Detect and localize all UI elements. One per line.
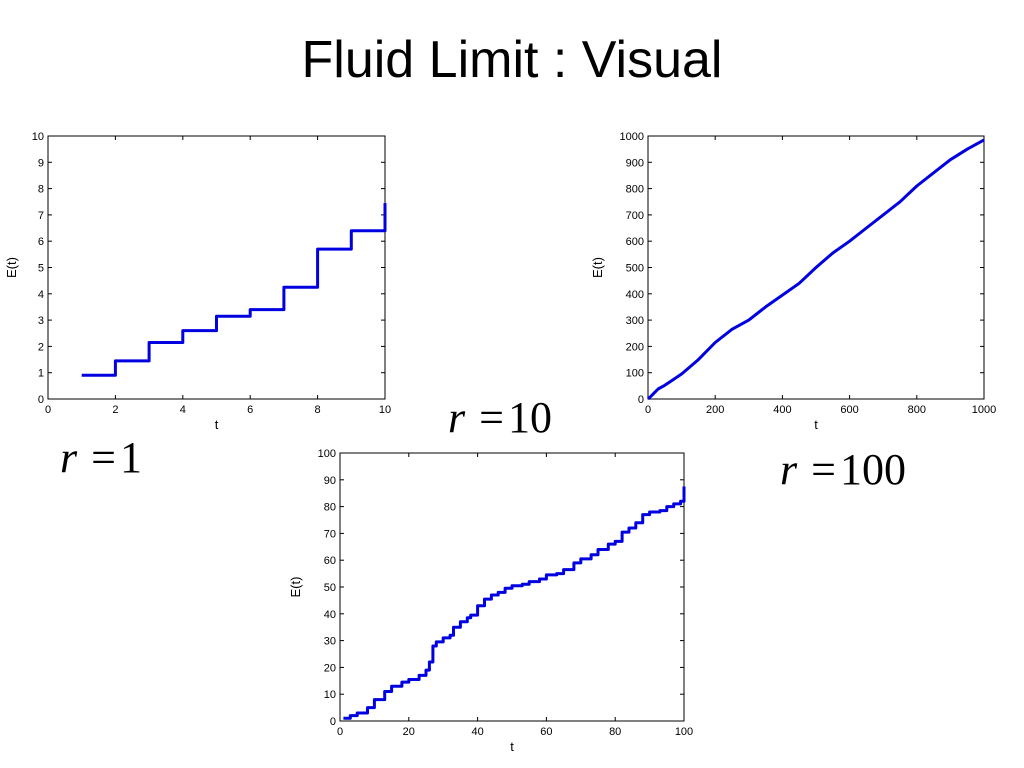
- y-tick-label: 0: [38, 394, 44, 406]
- annotation-value: 100: [839, 445, 906, 494]
- plot-frame: [47, 135, 386, 400]
- y-tick-label: 1: [38, 368, 44, 380]
- x-tick-label: 10: [379, 404, 391, 416]
- plot-r10: 0 20 40 60 80 100 0 10 20 30 40 50 60 70 80 90 100 t E(t): [270, 437, 700, 767]
- y-tick-label: 500: [626, 263, 644, 275]
- x-tick-label: 0: [337, 726, 343, 738]
- y-tick-label: 70: [324, 528, 336, 540]
- x-tick-label: 4: [180, 404, 186, 416]
- y-tick-label: 6: [38, 236, 44, 248]
- y-tick-label: 20: [324, 662, 336, 674]
- y-axis-label: E(t): [590, 257, 605, 278]
- x-tick-label: 0: [45, 404, 51, 416]
- y-axis-label: E(t): [4, 257, 19, 278]
- y-tick-label: 10: [324, 689, 336, 701]
- y-tick-label: 5: [38, 263, 44, 275]
- x-tick-label: 800: [908, 404, 926, 416]
- annotation-var: r: [780, 445, 798, 494]
- annotation-var: r: [60, 433, 78, 482]
- x-tick-label: 40: [471, 726, 483, 738]
- annotation-op: =: [479, 393, 504, 442]
- x-tick-label: 1000: [972, 404, 996, 416]
- y-tick-label: 100: [318, 448, 336, 460]
- annotation-var: r: [448, 393, 466, 442]
- y-tick-label: 400: [626, 289, 644, 301]
- y-tick-label: 10: [32, 131, 44, 143]
- slide-title: Fluid Limit : Visual: [301, 31, 723, 89]
- chart-r100: 0 200 400 600 800 1000 0 100 200 300 400 500 600 700 8…: [590, 131, 996, 432]
- y-tick-label: 1000: [620, 131, 644, 143]
- x-tick-label: 6: [247, 404, 253, 416]
- y-tick-label: 4: [38, 289, 44, 301]
- y-tick-label: 600: [626, 236, 644, 248]
- y-tick-label: 800: [626, 184, 644, 196]
- series-line: [646, 138, 985, 401]
- y-tick-label: 80: [324, 502, 336, 514]
- x-tick-label: 0: [645, 404, 651, 416]
- annotation-value: 1: [119, 433, 142, 482]
- x-tick-label: 100: [675, 726, 693, 738]
- annotation-op: =: [91, 433, 116, 482]
- y-tick-label: 100: [626, 368, 644, 380]
- x-axis-label: t: [510, 739, 514, 754]
- x-axis-label: t: [215, 417, 219, 432]
- chart-r10: 0 20 40 60 80 100 0 10 20 30 40 50 60 70 80 90 100 t E(t): [288, 448, 693, 754]
- y-tick-label: 50: [324, 582, 336, 594]
- x-tick-label: 80: [609, 726, 621, 738]
- y-tick-label: 900: [626, 157, 644, 169]
- plot-r1: 0 2 4 6 8 10 0 1 2 3 4 5 6 7 8 9 10 t E(t): [0, 120, 400, 440]
- y-tick-label: 30: [324, 636, 336, 648]
- y-tick-label: 0: [638, 394, 644, 406]
- y-axis-label: E(t): [288, 577, 303, 598]
- y-tick-label: 9: [38, 157, 44, 169]
- series-line: [81, 203, 387, 377]
- x-tick-label: 8: [315, 404, 321, 416]
- annotation-r10: r =10: [448, 392, 552, 443]
- chart-r1: 0 2 4 6 8 10 0 1 2 3 4 5 6 7 8 9 10 t E(t): [4, 131, 391, 432]
- y-tick-label: 60: [324, 555, 336, 567]
- y-tick-label: 2: [38, 341, 44, 353]
- x-tick-label: 60: [540, 726, 552, 738]
- y-tick-label: 700: [626, 210, 644, 222]
- annotation-value: 10: [507, 393, 552, 442]
- y-tick-label: 8: [38, 184, 44, 196]
- y-tick-label: 0: [330, 716, 336, 728]
- y-tick-label: 7: [38, 210, 44, 222]
- plot-r100: 0 200 400 600 800 1000 0 100 200 300 400 500 600 700 8…: [580, 120, 1000, 440]
- series-line: [343, 486, 686, 720]
- x-tick-label: 2: [112, 404, 118, 416]
- y-tick-label: 3: [38, 315, 44, 327]
- y-tick-label: 40: [324, 609, 336, 621]
- y-tick-label: 200: [626, 341, 644, 353]
- x-tick-label: 20: [403, 726, 415, 738]
- x-axis-label: t: [814, 417, 818, 432]
- x-tick-label: 400: [773, 404, 791, 416]
- annotation-r100: r =100: [780, 444, 906, 495]
- x-tick-label: 200: [706, 404, 724, 416]
- x-tick-label: 600: [840, 404, 858, 416]
- y-tick-label: 90: [324, 475, 336, 487]
- y-tick-label: 300: [626, 315, 644, 327]
- annotation-op: =: [811, 445, 836, 494]
- annotation-r1: r =1: [60, 432, 142, 483]
